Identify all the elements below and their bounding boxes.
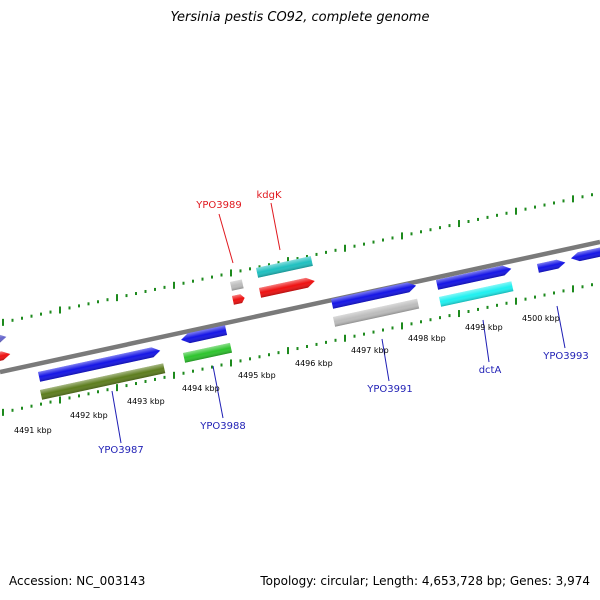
gene-features — [0, 245, 600, 400]
scale-tick-label: 4491 kbp — [14, 426, 52, 435]
tick-marks — [2, 193, 593, 416]
gene-label-kdgK[interactable]: kdgK — [256, 190, 281, 201]
scale-tick-label: 4496 kbp — [295, 359, 333, 368]
gene-label-YPO3988[interactable]: YPO3988 — [199, 421, 245, 432]
gene-label-YPO3993[interactable]: YPO3993 — [542, 351, 588, 362]
leader-line — [482, 319, 490, 363]
gene-feature-feature-violet[interactable] — [0, 332, 7, 347]
gene-feature-feature-gray-ypo3991[interactable] — [333, 298, 420, 327]
gene-label-dctA[interactable]: dctA — [479, 365, 502, 376]
scale-tick-label: 4492 kbp — [70, 411, 108, 420]
leader-line — [218, 213, 234, 264]
scale-tick-label: 4497 kbp — [351, 346, 389, 355]
leader-line — [556, 305, 566, 349]
gene-feature-dctA[interactable] — [439, 281, 514, 307]
label-leader-lines — [111, 202, 566, 444]
map-title: Yersinia pestis CO92, complete genome — [170, 10, 430, 25]
gene-label-YPO3987[interactable]: YPO3987 — [97, 445, 143, 456]
leader-line — [212, 365, 224, 419]
gene-feature-YPO3989[interactable] — [232, 293, 246, 305]
gene-feature-feature-blue-dcta[interactable] — [436, 264, 512, 290]
gene-feature-YPO3991[interactable] — [331, 281, 417, 309]
scale-tick-label: 4498 kbp — [408, 334, 446, 343]
gene-label-YPO3989[interactable]: YPO3989 — [195, 200, 241, 211]
gene-label-YPO3991[interactable]: YPO3991 — [366, 384, 412, 395]
leader-line — [270, 202, 281, 251]
leader-line — [381, 338, 390, 382]
leader-line — [111, 390, 122, 444]
gene-feature-feature-red-left[interactable] — [0, 350, 11, 365]
gene-feature-feature-red-kdgk[interactable] — [259, 276, 316, 298]
gene-feature-feature-gray-small[interactable] — [230, 279, 244, 291]
genome-backbone — [0, 239, 600, 375]
gene-feature-YPO3988[interactable] — [180, 325, 228, 345]
scale-tick-label: 4493 kbp — [127, 397, 165, 406]
scale-tick-label: 4499 kbp — [465, 323, 503, 332]
gene-feature-kdgK[interactable] — [256, 256, 313, 278]
gene-feature-YPO3993[interactable] — [537, 258, 566, 273]
scale-tick-label: 4500 kbp — [522, 314, 560, 323]
scale-tick-label: 4495 kbp — [238, 371, 276, 380]
gene-feature-YPO3987[interactable] — [38, 346, 161, 382]
genome-summary-text: Topology: circular; Length: 4,653,728 bp… — [260, 574, 590, 588]
gene-labels: 4491 kbp 4492 kbp 4493 kbp 4494 kbp 4495 kbp… — [14, 190, 589, 456]
scale-tick-label: 4494 kbp — [182, 384, 220, 393]
gene-feature-feature-olive[interactable] — [40, 363, 166, 400]
accession-text: Accession: NC_003143 — [9, 574, 146, 588]
gene-feature-feature-green[interactable] — [183, 342, 233, 363]
gene-feature-feature-blue-right[interactable] — [570, 245, 600, 263]
